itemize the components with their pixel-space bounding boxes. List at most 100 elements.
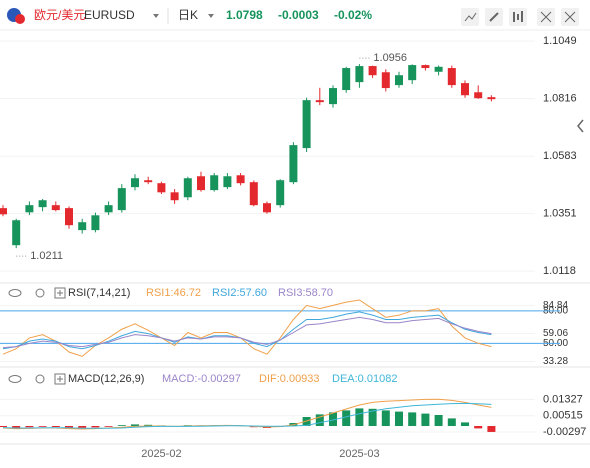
indicator-title: MACD(12,26,9) [68,373,144,385]
candle-body [487,97,496,100]
legend-entry: DEA:0.01082 [332,373,397,385]
annotation: 1.0211 [30,250,63,262]
y-tick-label: -0.00297 [543,426,586,438]
macd-bar [474,426,483,429]
settings-icon[interactable] [35,374,45,384]
macd-bar [355,408,364,426]
candle-body [170,192,179,201]
expand-icon[interactable] [54,373,66,385]
candle-body [223,176,232,188]
period[interactable]: 日K [178,8,198,22]
change-pct: -0.02% [334,8,372,22]
toolbar: 欧元/美元 EURUSD 日K 1.0798 -0.0003 -0.02% [0,8,590,31]
macd-bar [25,426,34,428]
change: -0.0003 [278,8,319,22]
rsi-line [2,316,492,349]
macd-bar [104,426,113,427]
y-tick-label: 0.00515 [543,410,583,422]
y-tick-label: 84.84 [543,300,568,311]
macd-bar [395,411,403,426]
macd-bar [91,426,100,428]
flag-icon [15,14,25,24]
candle-body [263,203,271,213]
macd-bar [381,410,390,426]
rsi-line [2,299,492,357]
collapse-arrow[interactable] [577,119,584,133]
legend-entry: MACD:-0.00297 [162,373,241,385]
macd-bar [144,424,153,426]
symbol-name[interactable]: 欧元/美元 [34,8,85,22]
candle-body [51,205,60,211]
macd-bar [78,426,87,428]
y-tick-label: 1.0816 [543,93,577,105]
candle-body [355,66,364,83]
expand-icon [57,376,63,382]
x-tick-label: 2025-02 [141,448,181,460]
icon [513,11,523,22]
macd-bar [117,425,126,426]
candle-body [434,66,443,72]
icon [489,12,499,22]
candle-body [315,100,324,103]
x-tick-label: 2025-03 [339,448,379,460]
symbol-code[interactable]: EURUSD [84,8,135,22]
y-tick-label: 0.01327 [543,393,583,405]
eye-icon[interactable] [8,375,22,383]
candle-body [78,222,87,231]
y-tick-label: 1.0118 [543,265,576,277]
candle-body [157,183,166,193]
y-tick-label: 33.28 [543,356,568,367]
macd-bar [461,422,469,426]
settings-icon[interactable] [35,288,45,298]
candle-body [91,215,100,231]
candle-body [302,100,311,149]
y-tick-label: 1.0351 [543,207,577,219]
price: 1.0798 [226,8,263,22]
indicator-title: RSI(7,14,21) [68,287,130,299]
macd-bar [12,426,21,428]
candle-body [38,200,47,208]
eye-icon[interactable] [8,289,22,297]
macd-bar [421,413,430,426]
macd-line [2,402,492,429]
candle-body [395,75,403,86]
candle-body [210,175,219,191]
expand-icon [57,290,63,296]
candle-body [117,188,126,211]
legend-entry: RSI1:46.72 [146,287,201,299]
legend-entry: RSI3:58.70 [278,287,333,299]
macd-bar [434,415,443,426]
candle-body [368,66,377,76]
expand-icon[interactable] [54,287,66,299]
candle-body [197,176,205,191]
annotation: 1.0956 [373,52,407,64]
candle-body [144,180,153,183]
caret [153,14,159,18]
candle-body [447,68,456,86]
rsi-panel-icons [8,287,66,299]
macd-bar [315,414,324,426]
y-tick-label: 1.0583 [543,150,577,162]
candle-body [12,220,21,246]
macd-bar [329,412,337,426]
macd-bar [65,426,73,428]
macd-bar [342,410,351,426]
icon [464,12,477,22]
caret [208,14,214,18]
macd-bar [408,412,417,426]
candle-body [276,180,285,206]
candle-body [381,72,390,89]
macd-bar [131,424,139,426]
candle-body [329,88,337,105]
macd-bar [447,418,456,426]
legend-entry: RSI2:57.60 [212,287,267,299]
candle-body [0,208,7,215]
macd-bar [38,426,47,427]
y-tick-label: 1.1049 [543,35,577,47]
macd-panel-icons [8,373,66,385]
candle-body [131,178,139,188]
icon [540,11,552,23]
candle-body [474,92,483,99]
